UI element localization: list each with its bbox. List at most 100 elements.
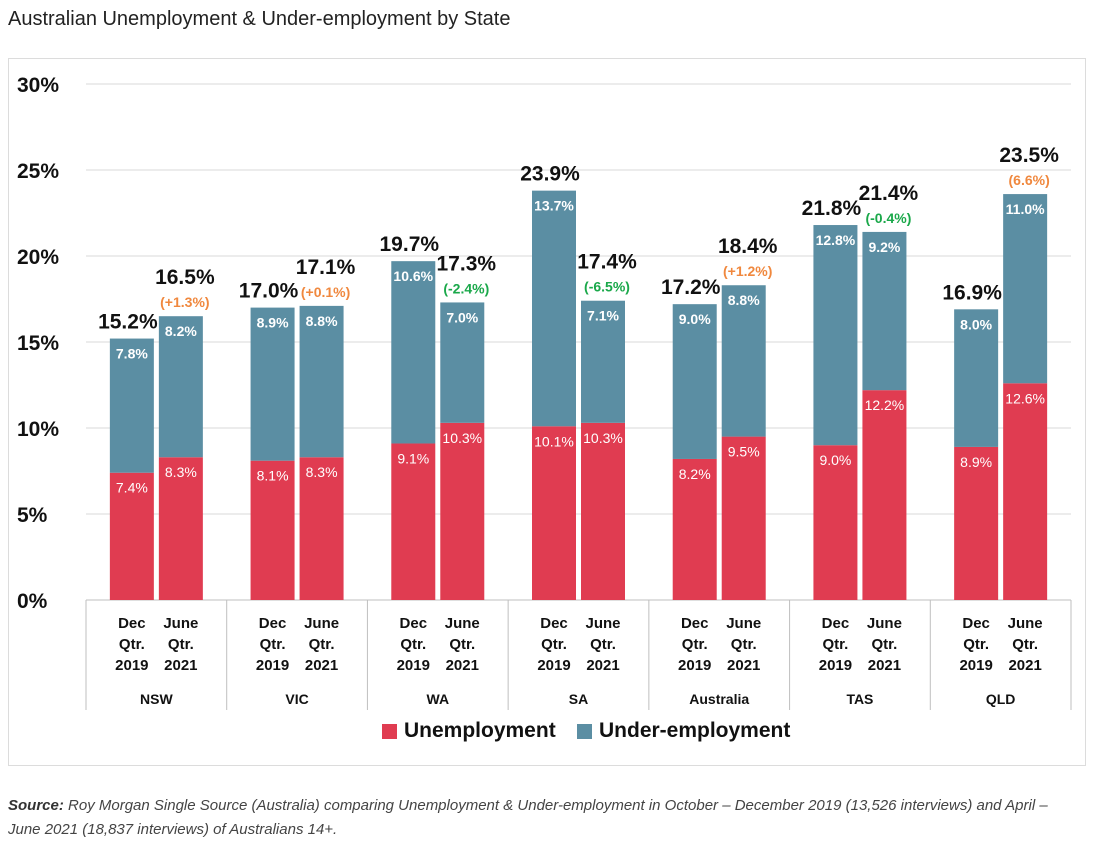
total-label: 21.4% bbox=[859, 182, 919, 205]
unemployment-value-label: 8.3% bbox=[165, 464, 197, 480]
period-label: Qtr. bbox=[682, 636, 708, 653]
period-label: Qtr. bbox=[168, 636, 194, 653]
state-label: TAS bbox=[846, 691, 873, 707]
unemployment-value-label: 9.0% bbox=[819, 452, 851, 468]
total-label: 15.2% bbox=[98, 311, 158, 334]
period-label: Qtr. bbox=[1012, 636, 1038, 653]
total-label: 21.8% bbox=[802, 197, 862, 220]
total-label: 16.5% bbox=[155, 266, 215, 289]
legend-swatch bbox=[382, 724, 397, 739]
y-tick-label: 30% bbox=[17, 74, 59, 97]
period-label: 2021 bbox=[305, 657, 338, 674]
total-label: 17.1% bbox=[296, 256, 356, 279]
period-label: 2021 bbox=[586, 657, 619, 674]
unemployment-value-label: 8.3% bbox=[306, 464, 338, 480]
under-employment-bar bbox=[250, 307, 295, 461]
unemployment-bar bbox=[109, 472, 154, 600]
change-label: (6.6%) bbox=[1009, 172, 1050, 188]
period-label: Dec bbox=[962, 615, 990, 632]
change-label: (-6.5%) bbox=[584, 279, 630, 295]
total-label: 19.7% bbox=[380, 233, 440, 256]
under-employment-bar bbox=[1003, 194, 1048, 384]
period-label: Dec bbox=[400, 615, 428, 632]
period-label: 2021 bbox=[1008, 657, 1041, 674]
unemployment-bar bbox=[158, 457, 203, 600]
unemployment-value-label: 12.2% bbox=[865, 397, 905, 413]
period-label: 2019 bbox=[959, 657, 992, 674]
legend-label: Unemployment bbox=[404, 719, 556, 742]
unemployment-bar bbox=[299, 457, 344, 600]
period-label: Qtr. bbox=[823, 636, 849, 653]
state-label: WA bbox=[427, 691, 450, 707]
under-employment-bar bbox=[440, 302, 485, 423]
period-label: 2021 bbox=[868, 657, 901, 674]
legend-swatch bbox=[577, 724, 592, 739]
under-employment-bar bbox=[813, 225, 858, 446]
under-employment-value-label: 12.8% bbox=[816, 232, 856, 248]
y-tick-label: 20% bbox=[17, 246, 59, 269]
period-label: June bbox=[867, 615, 902, 632]
y-tick-label: 15% bbox=[17, 332, 59, 355]
period-label: Dec bbox=[540, 615, 568, 632]
unemployment-bar bbox=[1003, 383, 1048, 600]
period-label: 2019 bbox=[256, 657, 289, 674]
period-label: Qtr. bbox=[119, 636, 145, 653]
period-label: June bbox=[585, 615, 620, 632]
period-label: Qtr. bbox=[541, 636, 567, 653]
period-label: Qtr. bbox=[400, 636, 426, 653]
total-label: 17.3% bbox=[437, 252, 497, 275]
period-label: June bbox=[304, 615, 339, 632]
unemployment-value-label: 8.2% bbox=[679, 466, 711, 482]
total-label: 23.5% bbox=[999, 144, 1059, 167]
unemployment-bar bbox=[862, 390, 907, 600]
period-label: June bbox=[163, 615, 198, 632]
state-label: NSW bbox=[140, 691, 173, 707]
under-employment-value-label: 8.0% bbox=[960, 316, 992, 332]
period-label: Dec bbox=[822, 615, 850, 632]
total-label: 23.9% bbox=[520, 163, 580, 186]
under-employment-bar bbox=[721, 285, 766, 437]
y-tick-label: 5% bbox=[17, 504, 48, 527]
period-label: 2019 bbox=[678, 657, 711, 674]
y-tick-label: 10% bbox=[17, 418, 59, 441]
period-label: 2019 bbox=[537, 657, 570, 674]
unemployment-bar bbox=[721, 436, 766, 600]
under-employment-bar bbox=[532, 190, 576, 427]
under-employment-value-label: 8.2% bbox=[165, 323, 197, 339]
y-tick-label: 0% bbox=[17, 590, 48, 613]
period-label: 2021 bbox=[164, 657, 197, 674]
under-employment-value-label: 8.8% bbox=[306, 313, 338, 329]
under-employment-value-label: 8.8% bbox=[728, 292, 760, 308]
under-employment-value-label: 7.0% bbox=[446, 309, 478, 325]
change-label: (+1.2%) bbox=[723, 263, 772, 279]
unemployment-value-label: 8.9% bbox=[960, 454, 992, 470]
period-label: 2019 bbox=[115, 657, 148, 674]
change-label: (-0.4%) bbox=[865, 210, 911, 226]
unemployment-bar bbox=[672, 458, 717, 600]
chart-frame: 0% 5% 10% 15% 20% 25% 30% 7.4% 7.8% 8.3% 8.2% 15.2%… bbox=[8, 58, 1086, 766]
under-employment-bar bbox=[862, 231, 907, 391]
under-employment-value-label: 8.9% bbox=[257, 315, 289, 331]
unemployment-bar bbox=[532, 426, 576, 600]
period-label: 2019 bbox=[397, 657, 430, 674]
period-label: June bbox=[1008, 615, 1043, 632]
under-employment-bar bbox=[109, 338, 154, 473]
page-title: Australian Unemployment & Under-employme… bbox=[8, 8, 511, 30]
change-label: (+1.3%) bbox=[160, 294, 209, 310]
period-label: Qtr. bbox=[309, 636, 335, 653]
total-label: 17.0% bbox=[239, 280, 299, 303]
change-label: (-2.4%) bbox=[443, 280, 489, 296]
under-employment-value-label: 13.7% bbox=[534, 198, 574, 214]
under-employment-value-label: 7.8% bbox=[116, 346, 148, 362]
unemployment-bar bbox=[391, 443, 436, 600]
state-label: SA bbox=[569, 691, 588, 707]
y-tick-label: 25% bbox=[17, 160, 59, 183]
under-employment-bar bbox=[581, 300, 625, 423]
total-label: 17.2% bbox=[661, 276, 721, 299]
unemployment-value-label: 12.6% bbox=[1005, 390, 1045, 406]
total-label: 18.4% bbox=[718, 235, 778, 258]
period-label: Qtr. bbox=[260, 636, 286, 653]
period-label: June bbox=[726, 615, 761, 632]
unemployment-value-label: 10.1% bbox=[534, 433, 574, 449]
under-employment-bar bbox=[158, 316, 203, 458]
